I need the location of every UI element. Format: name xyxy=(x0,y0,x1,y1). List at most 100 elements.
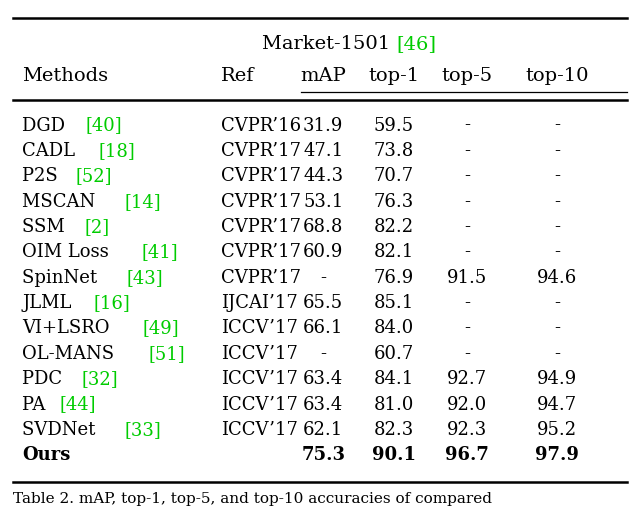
Text: 81.0: 81.0 xyxy=(373,395,414,414)
Text: 95.2: 95.2 xyxy=(537,421,577,439)
Text: DGD: DGD xyxy=(22,117,71,134)
Text: 97.9: 97.9 xyxy=(535,446,579,464)
Text: [32]: [32] xyxy=(81,370,118,388)
Text: -: - xyxy=(464,218,470,236)
Text: 82.1: 82.1 xyxy=(374,243,413,262)
Text: 92.7: 92.7 xyxy=(447,370,487,388)
Text: 76.3: 76.3 xyxy=(374,192,413,211)
Text: -: - xyxy=(554,192,560,211)
Text: 84.1: 84.1 xyxy=(374,370,413,388)
Text: SpinNet: SpinNet xyxy=(22,269,103,287)
Text: CVPR’17: CVPR’17 xyxy=(221,243,301,262)
Text: CVPR’17: CVPR’17 xyxy=(221,192,301,211)
Text: 60.9: 60.9 xyxy=(303,243,344,262)
Text: [51]: [51] xyxy=(148,345,186,363)
Text: 75.3: 75.3 xyxy=(301,446,345,464)
Text: -: - xyxy=(554,117,560,134)
Text: 70.7: 70.7 xyxy=(374,167,413,185)
Text: 92.0: 92.0 xyxy=(447,395,487,414)
Text: 73.8: 73.8 xyxy=(374,142,413,160)
Text: top-5: top-5 xyxy=(442,67,493,85)
Text: OIM Loss: OIM Loss xyxy=(22,243,115,262)
Text: Ref: Ref xyxy=(221,67,254,85)
Text: SSM: SSM xyxy=(22,218,71,236)
Text: -: - xyxy=(554,320,560,337)
Text: ICCV’17: ICCV’17 xyxy=(221,320,298,337)
Text: ICCV’17: ICCV’17 xyxy=(221,345,298,363)
Text: -: - xyxy=(554,294,560,312)
Text: -: - xyxy=(554,345,560,363)
Text: 62.1: 62.1 xyxy=(303,421,343,439)
Text: VI+LSRO: VI+LSRO xyxy=(22,320,116,337)
Text: -: - xyxy=(464,320,470,337)
Text: CVPR’16: CVPR’16 xyxy=(221,117,301,134)
Text: -: - xyxy=(464,117,470,134)
Text: JLML: JLML xyxy=(22,294,77,312)
Text: CVPR’17: CVPR’17 xyxy=(221,167,301,185)
Text: 82.3: 82.3 xyxy=(374,421,413,439)
Text: -: - xyxy=(554,167,560,185)
Text: IJCAI’17: IJCAI’17 xyxy=(221,294,298,312)
Text: SVDNet: SVDNet xyxy=(22,421,102,439)
Text: top-1: top-1 xyxy=(368,67,419,85)
Text: PA: PA xyxy=(22,395,52,414)
Text: 96.7: 96.7 xyxy=(445,446,489,464)
Text: 92.3: 92.3 xyxy=(447,421,487,439)
Text: 63.4: 63.4 xyxy=(303,395,343,414)
Text: CVPR’17: CVPR’17 xyxy=(221,269,301,287)
Text: -: - xyxy=(554,243,560,262)
Text: 94.6: 94.6 xyxy=(537,269,577,287)
Text: [46]: [46] xyxy=(397,36,437,53)
Text: 47.1: 47.1 xyxy=(303,142,343,160)
Text: 66.1: 66.1 xyxy=(303,320,344,337)
Text: Methods: Methods xyxy=(22,67,109,85)
Text: Ours: Ours xyxy=(22,446,71,464)
Text: Market-1501: Market-1501 xyxy=(262,36,397,53)
Text: 65.5: 65.5 xyxy=(303,294,343,312)
Text: -: - xyxy=(464,345,470,363)
Text: 53.1: 53.1 xyxy=(303,192,343,211)
Text: -: - xyxy=(464,243,470,262)
Text: 90.1: 90.1 xyxy=(372,446,415,464)
Text: mAP: mAP xyxy=(300,67,346,85)
Text: -: - xyxy=(464,142,470,160)
Text: top-10: top-10 xyxy=(525,67,589,85)
Text: Table 2. mAP, top-1, top-5, and top-10 accuracies of compared: Table 2. mAP, top-1, top-5, and top-10 a… xyxy=(13,493,492,506)
Text: [2]: [2] xyxy=(85,218,110,236)
Text: P2S: P2S xyxy=(22,167,64,185)
Text: -: - xyxy=(464,167,470,185)
Text: -: - xyxy=(320,345,326,363)
Text: 85.1: 85.1 xyxy=(374,294,413,312)
Text: CVPR’17: CVPR’17 xyxy=(221,218,301,236)
Text: CVPR’17: CVPR’17 xyxy=(221,142,301,160)
Text: [14]: [14] xyxy=(124,192,161,211)
Text: -: - xyxy=(320,269,326,287)
Text: [40]: [40] xyxy=(85,117,122,134)
Text: 59.5: 59.5 xyxy=(374,117,413,134)
Text: 60.7: 60.7 xyxy=(374,345,413,363)
Text: -: - xyxy=(554,218,560,236)
Text: [18]: [18] xyxy=(98,142,135,160)
Text: ICCV’17: ICCV’17 xyxy=(221,370,298,388)
Text: 94.9: 94.9 xyxy=(537,370,577,388)
Text: [43]: [43] xyxy=(127,269,163,287)
Text: 63.4: 63.4 xyxy=(303,370,343,388)
Text: 91.5: 91.5 xyxy=(447,269,487,287)
Text: [33]: [33] xyxy=(125,421,161,439)
Text: -: - xyxy=(554,142,560,160)
Text: [52]: [52] xyxy=(76,167,113,185)
Text: [16]: [16] xyxy=(93,294,131,312)
Text: ICCV’17: ICCV’17 xyxy=(221,421,298,439)
Text: [41]: [41] xyxy=(141,243,179,262)
Text: ICCV’17: ICCV’17 xyxy=(221,395,298,414)
Text: PDC: PDC xyxy=(22,370,68,388)
Text: OL-MANS: OL-MANS xyxy=(22,345,120,363)
Text: -: - xyxy=(464,294,470,312)
Text: CADL: CADL xyxy=(22,142,81,160)
Text: 31.9: 31.9 xyxy=(303,117,344,134)
Text: [49]: [49] xyxy=(143,320,179,337)
Text: 94.7: 94.7 xyxy=(537,395,577,414)
Text: 68.8: 68.8 xyxy=(303,218,344,236)
Text: 44.3: 44.3 xyxy=(303,167,343,185)
Text: 84.0: 84.0 xyxy=(374,320,413,337)
